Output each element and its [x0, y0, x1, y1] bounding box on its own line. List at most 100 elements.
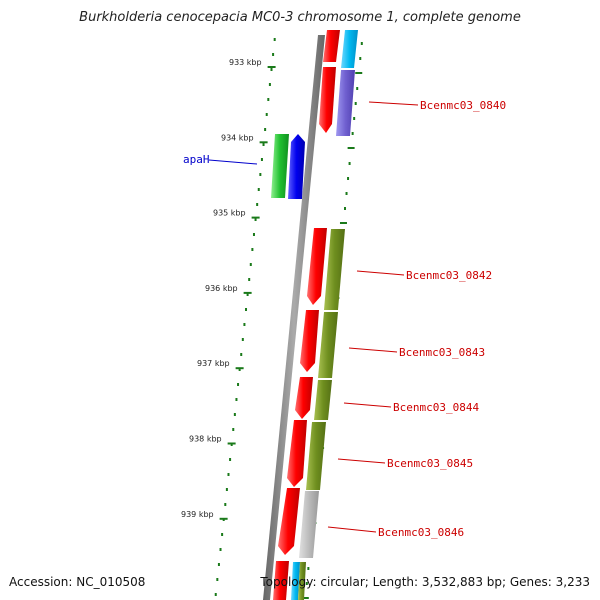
scale-tick-label: 939 kbp: [181, 510, 214, 519]
outer-ring-dot: [347, 177, 350, 180]
cds-feature-bcenmc03-0844[interactable]: [295, 377, 313, 419]
inner-ring-dot: [273, 38, 276, 41]
leader-bcenmc03-0844: [343, 402, 392, 408]
cog-feature-bcenmc03-0840[interactable]: [336, 70, 355, 136]
cds-feature-bottom[interactable]: [273, 561, 289, 600]
gene-label-bcenmc03-0844[interactable]: Bcenmc03_0844: [393, 401, 479, 414]
cds-feature-apah[interactable]: [288, 134, 305, 199]
scale-tick-label: 935 kbp: [213, 209, 246, 218]
cog-feature-bcenmc03-0846[interactable]: [299, 491, 319, 558]
inner-ring-dot: [227, 473, 230, 476]
cds-feature-bcenmc03-0846[interactable]: [278, 488, 300, 555]
gene-label-bcenmc03-0846[interactable]: Bcenmc03_0846: [378, 526, 464, 539]
inner-ring-dot: [232, 428, 235, 431]
cds-feature-bcenmc03-0845[interactable]: [287, 420, 307, 487]
cds-feature-bcenmc03-0843[interactable]: [300, 310, 319, 372]
inner-ring-dot: [224, 503, 227, 506]
inner-ring-dot: [270, 68, 273, 71]
gene-label-apah[interactable]: apaH: [183, 153, 210, 166]
inner-ring-dot: [245, 308, 248, 311]
inner-ring-dot: [252, 233, 255, 236]
inner-ring-dot: [259, 173, 262, 176]
leader-bcenmc03-0843: [348, 347, 398, 353]
outer-ring-dot: [356, 87, 359, 90]
gene-label-bcenmc03-0842[interactable]: Bcenmc03_0842: [406, 269, 492, 282]
leader-apah: [208, 159, 258, 165]
inner-ring-dot: [249, 263, 252, 266]
inner-ring-dot: [216, 578, 219, 581]
cog-feature-bcenmc03-0844[interactable]: [314, 380, 332, 420]
outer-ring-dot: [307, 567, 310, 570]
inner-ring-dot: [256, 203, 259, 206]
gene-label-bcenmc03-0840[interactable]: Bcenmc03_0840: [420, 99, 506, 112]
outer-ring-dot: [359, 57, 362, 60]
outer-ring-dot: [344, 207, 347, 210]
outer-ring-dot: [360, 42, 363, 45]
outer-ring-dot: [354, 102, 357, 105]
inner-ring-dot: [237, 383, 240, 386]
inner-ring-dot: [217, 563, 220, 566]
inner-ring-dot: [246, 293, 249, 296]
inner-ring-dot: [214, 593, 217, 596]
outer-ring-dot: [347, 147, 355, 149]
inner-ring-dot: [229, 458, 232, 461]
scale-tick-label: 933 kbp: [229, 58, 262, 67]
cds-feature-bcenmc03-0842[interactable]: [307, 228, 327, 305]
inner-ring-dot: [272, 53, 275, 56]
cog-feature-bcenmc03-0843[interactable]: [318, 312, 338, 378]
cds-feature-bcenmc03-0840[interactable]: [319, 67, 336, 133]
outer-ring-dot: [348, 162, 351, 165]
inner-ring-dot: [219, 548, 222, 551]
leader-bcenmc03-0842: [356, 270, 405, 276]
inner-ring-dot: [260, 158, 263, 161]
inner-ring-dot: [248, 278, 251, 281]
scale-tick-label: 938 kbp: [189, 435, 222, 444]
cog-feature-bottom-olive[interactable]: [298, 562, 306, 600]
cog-feature-bcenmc03-0845[interactable]: [306, 422, 326, 490]
outer-ring-dot: [353, 117, 356, 120]
inner-ring-dot: [264, 128, 267, 131]
inner-ring-dot: [241, 338, 244, 341]
outer-ring-dot: [305, 582, 308, 585]
inner-ring-dot: [254, 218, 257, 221]
inner-ring-dot: [225, 488, 228, 491]
inner-ring-dot: [238, 368, 241, 371]
inner-ring-dot: [235, 398, 238, 401]
scale-ticks: 933 kbp 934 kbp 935 kbp 936 kbp 937 kbp 938 k…: [181, 58, 276, 520]
topology-text: Topology: circular; Length: 3,532,883 bp…: [260, 575, 590, 589]
inner-ring-dot: [221, 533, 224, 536]
cog-feature-apah-green[interactable]: [271, 134, 289, 198]
chromosome-backbone: [263, 35, 325, 600]
cds-feature-top[interactable]: [323, 30, 340, 62]
leader-bcenmc03-0845: [337, 458, 386, 464]
scale-tick-label: 937 kbp: [197, 359, 230, 368]
cog-feature-bottom-cyan[interactable]: [291, 562, 300, 600]
gene-labels: apaH Bcenmc03_0840 Bcenmc03_0842 Bcenmc0…: [183, 99, 506, 539]
gene-label-bcenmc03-0845[interactable]: Bcenmc03_0845: [387, 457, 473, 470]
outer-ring-dot: [301, 597, 309, 599]
inner-ring-dot: [240, 353, 243, 356]
feature-track: [271, 30, 358, 600]
accession-text: Accession: NC_010508: [9, 575, 146, 589]
inner-ring-dot: [268, 83, 271, 86]
leader-bcenmc03-0840: [368, 101, 419, 106]
outer-ring-dot: [351, 132, 354, 135]
leader-bcenmc03-0846: [327, 526, 377, 533]
outer-ring-dot: [355, 72, 363, 74]
inner-ring-dot: [233, 413, 236, 416]
outer-ring-dot: [339, 222, 347, 224]
inner-ring-dot: [257, 188, 260, 191]
inner-ring-dot: [265, 113, 268, 116]
cog-feature-top-cyan[interactable]: [341, 30, 358, 68]
inner-ring-dot: [243, 323, 246, 326]
map-title: Burkholderia cenocepacia MC0-3 chromosom…: [79, 10, 521, 25]
inner-ring-dot: [267, 98, 270, 101]
scale-tick-label: 936 kbp: [205, 284, 238, 293]
cog-feature-bcenmc03-0842[interactable]: [324, 229, 345, 310]
gene-label-bcenmc03-0843[interactable]: Bcenmc03_0843: [399, 346, 485, 359]
inner-ring-dot: [262, 143, 265, 146]
scale-tick-label: 934 kbp: [221, 133, 254, 142]
inner-ring-dot: [251, 248, 254, 251]
